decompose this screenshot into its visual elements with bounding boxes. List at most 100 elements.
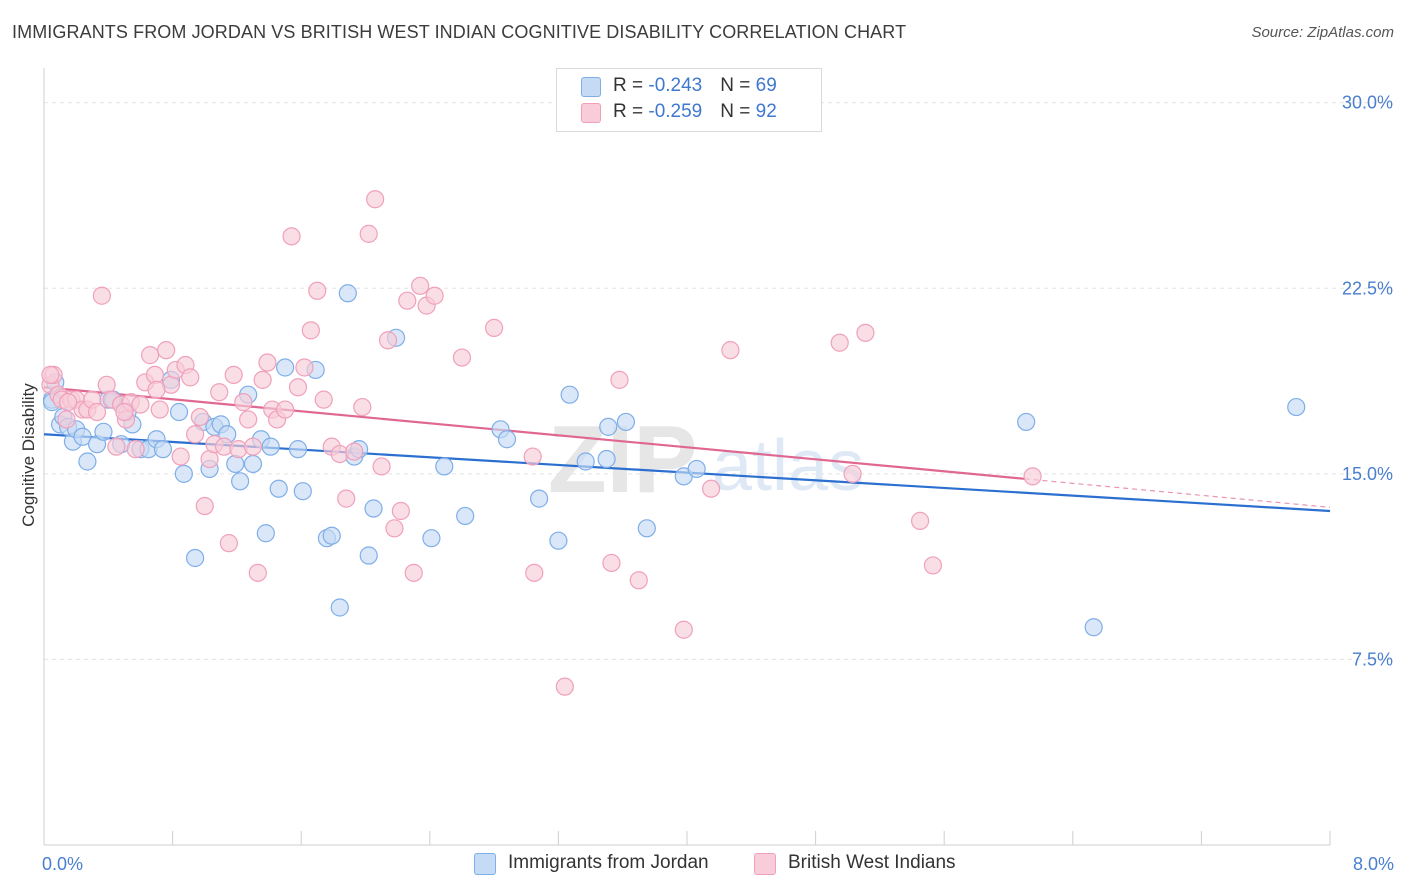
n-value-jordan: 69: [755, 75, 777, 96]
data-point-bwi: [525, 563, 544, 582]
data-point-bwi: [115, 402, 134, 422]
data-point-jordan: [276, 358, 295, 377]
data-point-jordan: [637, 519, 656, 538]
data-point-bwi: [107, 437, 126, 456]
data-point-jordan: [293, 482, 312, 501]
data-point-bwi: [195, 496, 214, 516]
data-point-bwi: [366, 190, 385, 209]
r-value-jordan: -0.243: [648, 75, 703, 96]
data-point-jordan: [435, 457, 454, 476]
data-point-bwi: [674, 620, 693, 639]
data-point-bwi: [301, 321, 320, 340]
y-axis-label: Cognitive Disability: [19, 383, 38, 527]
data-point-jordan: [73, 427, 92, 446]
legend-label-jordan: Immigrants from Jordan: [508, 852, 709, 873]
data-point-jordan: [169, 402, 189, 422]
data-point-bwi: [398, 291, 417, 310]
data-point-bwi: [140, 346, 160, 365]
data-point-bwi: [923, 556, 943, 575]
data-point-bwi: [721, 341, 740, 360]
data-point-jordan: [269, 479, 288, 498]
data-point-bwi: [219, 534, 238, 553]
data-point-bwi: [830, 333, 849, 352]
data-point-jordan: [322, 526, 341, 545]
data-point-jordan: [288, 440, 308, 459]
data-point-jordan: [226, 454, 245, 474]
data-point-bwi: [57, 410, 76, 429]
data-point-jordan: [1017, 412, 1036, 432]
data-point-bwi: [523, 447, 542, 466]
chart-source: Source: ZipAtlas.com: [1251, 24, 1394, 41]
data-points: [41, 190, 1306, 696]
legend-swatch-jordan: [474, 853, 496, 875]
data-point-bwi: [253, 370, 272, 389]
data-point-bwi: [171, 447, 190, 466]
data-point-bwi: [248, 563, 267, 582]
data-point-jordan: [78, 452, 97, 471]
legend-swatch-bwi: [754, 853, 776, 875]
legend-swatch-jordan: [581, 77, 601, 97]
data-point-bwi: [276, 400, 295, 419]
data-point-bwi: [452, 348, 472, 367]
n-label: N =: [720, 101, 756, 122]
data-point-bwi: [629, 571, 648, 590]
data-point-jordan: [576, 452, 595, 471]
data-point-jordan: [256, 524, 275, 543]
data-point-bwi: [372, 457, 391, 476]
data-point-jordan: [153, 440, 173, 459]
watermark-atlas: atlas: [712, 426, 864, 506]
chart-title: IMMIGRANTS FROM JORDAN VS BRITISH WEST I…: [12, 22, 907, 42]
data-point-bwi: [378, 331, 398, 350]
legend-swatch-bwi: [581, 103, 601, 123]
data-point-bwi: [41, 365, 60, 385]
data-point-jordan: [422, 529, 441, 548]
data-point-jordan: [597, 449, 616, 469]
data-point-bwi: [87, 402, 107, 422]
data-point-bwi: [243, 437, 263, 456]
axes: [43, 68, 1331, 846]
y-tick-label: 7.5%: [1352, 649, 1393, 669]
data-point-jordan: [1084, 618, 1103, 637]
data-point-bwi: [147, 380, 166, 399]
data-point-jordan: [338, 284, 357, 303]
data-point-bwi: [239, 410, 258, 429]
data-point-bwi: [910, 511, 930, 530]
data-point-bwi: [555, 677, 574, 696]
data-point-bwi: [234, 393, 253, 412]
data-point-jordan: [549, 531, 568, 550]
r-label: R =: [613, 101, 649, 122]
legend-stats-jordan: R = -0.243 N = 69: [613, 75, 777, 97]
data-point-bwi: [190, 407, 210, 427]
x-tick-label-min: 0.0%: [42, 854, 83, 874]
data-point-jordan: [174, 464, 193, 483]
r-value-bwi: -0.259: [648, 101, 703, 122]
data-point-bwi: [181, 368, 200, 387]
data-point-bwi: [425, 286, 444, 305]
data-point-bwi: [702, 479, 721, 498]
n-value-bwi: 92: [755, 101, 777, 122]
data-point-bwi: [404, 563, 423, 582]
legend-stats-bwi: R = -0.259 N = 92: [613, 101, 777, 123]
y-tick-labels: 7.5% 15.0% 22.5% 30.0%: [1342, 93, 1393, 670]
data-point-bwi: [258, 353, 277, 372]
data-point-jordan: [599, 417, 618, 436]
data-point-jordan: [560, 385, 579, 404]
gridlines: [44, 102, 1392, 660]
data-point-jordan: [231, 472, 250, 491]
data-point-jordan: [616, 412, 636, 432]
data-point-jordan: [94, 422, 113, 441]
data-point-bwi: [391, 501, 410, 521]
data-point-bwi: [288, 378, 308, 397]
r-label: R =: [613, 75, 649, 96]
correlation-legend: R = -0.243 N = 69 R = -0.259 N = 92: [556, 68, 822, 132]
data-point-bwi: [359, 224, 378, 243]
data-point-jordan: [530, 489, 549, 508]
n-label: N =: [720, 75, 756, 96]
trend-line-extension: [1024, 478, 1331, 508]
data-point-bwi: [1023, 467, 1042, 486]
data-point-bwi: [131, 395, 150, 414]
data-point-bwi: [150, 400, 169, 419]
data-point-bwi: [314, 390, 333, 409]
data-point-bwi: [186, 425, 205, 444]
